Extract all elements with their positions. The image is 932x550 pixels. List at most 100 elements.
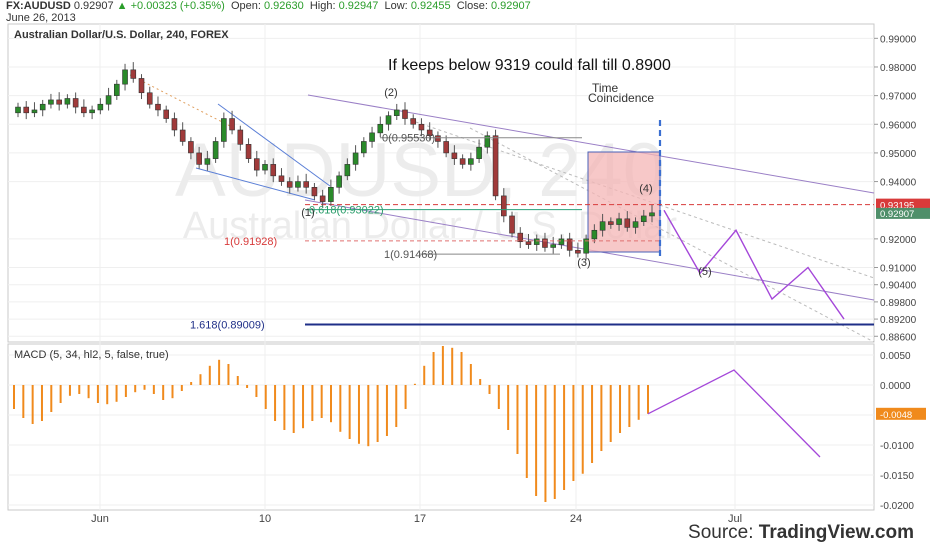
candle: [640, 209, 647, 226]
candle: [237, 125, 244, 151]
fib-label: 1(0.91928): [224, 236, 277, 248]
candle-body: [344, 164, 351, 177]
candle-body: [649, 212, 655, 217]
candle: [616, 212, 622, 231]
candle-body: [385, 115, 392, 125]
candle-body: [196, 152, 202, 165]
candle: [476, 139, 482, 163]
candle: [468, 152, 474, 171]
y-tick-label: 0.99000: [880, 34, 917, 45]
candle: [56, 92, 62, 111]
macd-value-label: -0.0048: [880, 410, 912, 421]
candle: [311, 183, 318, 201]
candle: [385, 111, 392, 131]
candle-body: [352, 152, 359, 165]
candle: [517, 227, 524, 249]
red-level-tag: [876, 198, 930, 211]
source-credit: Source: TradingView.com: [688, 522, 914, 544]
time-note-1: Time: [592, 81, 619, 95]
candle: [509, 211, 515, 238]
candle-body: [443, 141, 449, 154]
candle-body: [229, 118, 235, 131]
candle: [97, 98, 104, 115]
candle-body: [245, 144, 252, 159]
candle-body: [509, 215, 515, 234]
fib-label: 0.618(0.93022): [309, 205, 384, 217]
candle: [484, 131, 491, 154]
candle-body: [583, 238, 589, 254]
candle-body: [616, 218, 622, 225]
candle: [122, 63, 128, 91]
x-tick-label: Jul: [728, 513, 742, 525]
candle-body: [105, 95, 112, 105]
candle-body: [278, 175, 285, 182]
candle-body: [591, 229, 598, 240]
candle-body: [500, 195, 507, 217]
candle: [500, 188, 507, 223]
candle: [39, 99, 46, 117]
candle: [319, 189, 326, 208]
candle: [245, 138, 252, 163]
candle-body: [369, 132, 375, 142]
candle: [221, 112, 227, 148]
candle: [525, 233, 532, 249]
candle-body: [426, 129, 433, 137]
candle: [624, 211, 631, 232]
candle-body: [114, 83, 120, 96]
candle-body: [468, 158, 474, 165]
main-pane-frame: [7, 23, 875, 343]
candle-body: [270, 164, 277, 177]
symbol-name[interactable]: FX:AUDUSD: [6, 0, 71, 12]
candle-body: [97, 103, 104, 111]
candle: [328, 179, 334, 206]
brand-name[interactable]: TradingView.com: [758, 522, 914, 543]
candle-body: [212, 141, 219, 159]
candle: [262, 160, 268, 175]
wave-label: (4): [639, 183, 652, 195]
candle: [649, 205, 655, 223]
candle: [229, 110, 235, 135]
wave-label: (1): [301, 207, 314, 219]
candle-body: [15, 106, 21, 114]
candle: [443, 135, 449, 158]
change-up-icon: ▲: [116, 0, 128, 12]
macd-value-tag: [876, 407, 926, 420]
price-axis[interactable]: 0.99000 0.98000 0.97000 0.96000 0.95000 0.940…: [874, 34, 917, 343]
y-tick-label: 0.96000: [880, 120, 917, 131]
candle-body: [608, 221, 614, 225]
candle-body: [286, 181, 293, 188]
candle: [81, 99, 87, 118]
candle-body: [303, 181, 309, 188]
wedge-lower: [195, 167, 316, 201]
low-value: 0.92455: [410, 0, 451, 12]
candle-body: [163, 109, 170, 119]
time-note-2: Coincidence: [588, 91, 654, 105]
macd-tick-label: -0.0200: [880, 501, 914, 512]
x-tick-label: Jun: [91, 513, 109, 525]
price-change: +0.00323 (+0.35%): [130, 0, 225, 12]
candle: [632, 217, 639, 234]
candle: [558, 234, 565, 249]
candle-body: [566, 238, 573, 251]
candle: [575, 242, 581, 258]
candle: [278, 168, 285, 186]
red-level-label: 0.93195: [880, 201, 914, 212]
macd-tick-label: -0.0150: [880, 471, 914, 482]
candle: [550, 236, 556, 254]
x-tick-label: 10: [259, 513, 271, 525]
y-tick-label: 0.91000: [880, 264, 917, 275]
candle: [608, 217, 614, 229]
candle: [451, 145, 458, 165]
y-tick-label: 0.89200: [880, 315, 917, 326]
candle-body: [542, 238, 548, 248]
candle-body: [517, 232, 524, 243]
last-price: 0.92907: [73, 0, 114, 12]
candle: [138, 74, 145, 100]
candle: [163, 105, 170, 123]
candle: [336, 171, 342, 194]
candle: [533, 234, 540, 251]
candle-body: [410, 118, 417, 125]
wave-label: (2): [384, 87, 397, 99]
candle-body: [89, 109, 95, 114]
